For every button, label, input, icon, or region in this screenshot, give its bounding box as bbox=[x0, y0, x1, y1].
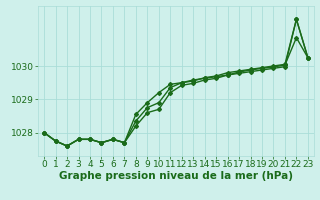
X-axis label: Graphe pression niveau de la mer (hPa): Graphe pression niveau de la mer (hPa) bbox=[59, 171, 293, 181]
